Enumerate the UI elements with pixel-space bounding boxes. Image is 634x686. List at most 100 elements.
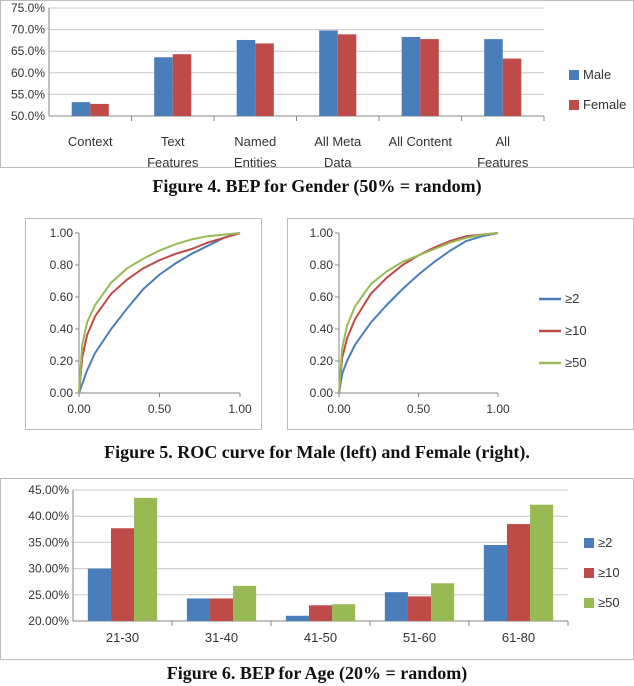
x-tick-label: Entities <box>234 155 277 167</box>
legend-swatch <box>584 568 594 578</box>
bar-female <box>90 103 109 116</box>
legend-swatch <box>584 598 594 608</box>
y-tick-label: 0.20 <box>310 354 334 368</box>
gender-bep-chart: 50.0% 55.0% 60.0% 65.0% 70.0% 75.0% Context Tex… <box>11 1 626 170</box>
gender-bep-chart-panel: 50.0% 55.0% 60.0% 65.0% 70.0% 75.0% Context Tex… <box>0 0 634 170</box>
bar-2 <box>483 545 507 621</box>
x-tick-label: Context <box>68 134 113 149</box>
legend-label: ≥2 <box>565 291 579 306</box>
legend-label: ≥50 <box>565 355 587 370</box>
bar-50 <box>233 585 257 621</box>
y-tick-label: 50.0% <box>11 109 45 123</box>
roc-line-series-1 <box>78 232 241 394</box>
x-tick-label: 31-40 <box>205 630 238 645</box>
x-tick-label: Text <box>161 134 185 149</box>
bar-male <box>401 36 421 116</box>
roc-line-series-2 <box>78 232 241 394</box>
roc-female-chart: 0.00 0.20 0.40 0.60 0.80 1.00 0.00 0.50 1.00 ≥2 ≥1… <box>310 226 587 416</box>
x-tick-label: Features <box>147 155 199 167</box>
legend-label: Male <box>583 67 611 82</box>
bar-50 <box>530 504 554 621</box>
bar-10 <box>209 598 234 621</box>
x-tick-label: Named <box>234 134 276 149</box>
y-tick-label: 45.00% <box>28 483 69 497</box>
bar-2 <box>186 598 210 621</box>
x-tick-label: 0.00 <box>327 402 351 416</box>
y-tick-label: 0.00 <box>310 386 334 400</box>
figure-5-caption: Figure 5. ROC curve for Male (left) and … <box>104 442 530 462</box>
roc-line-series-0 <box>338 232 499 394</box>
x-tick-label: 1.00 <box>486 402 510 416</box>
x-tick-label: 0.00 <box>67 402 91 416</box>
x-tick-label: Data <box>324 155 352 167</box>
bar-50 <box>134 497 158 621</box>
x-tick-label: 0.50 <box>407 402 431 416</box>
roc-female-chart-panel: 0.00 0.20 0.40 0.60 0.80 1.00 0.00 0.50 1.00 ≥2 ≥1… <box>287 218 634 430</box>
figure-6-caption: Figure 6. BEP for Age (20% = random) <box>166 663 468 683</box>
legend-label: ≥2 <box>598 535 612 550</box>
bar-male <box>236 39 256 116</box>
x-tick-label: All Content <box>388 134 452 149</box>
y-tick-label: 60.0% <box>11 66 45 80</box>
bar-female <box>420 39 439 116</box>
bar-male <box>484 39 503 116</box>
x-tick-label: All Meta <box>314 134 362 149</box>
legend-label: ≥10 <box>565 323 587 338</box>
legend-label: ≥50 <box>598 595 620 610</box>
bar-10 <box>110 528 135 621</box>
figure-4-caption: Figure 4. BEP for Gender (50% = random) <box>152 176 482 196</box>
x-tick-label: 61-80 <box>502 630 535 645</box>
roc-line-series-2 <box>338 232 499 394</box>
bar-10 <box>506 524 531 621</box>
x-tick-label: 0.50 <box>148 402 172 416</box>
y-tick-label: 0.40 <box>50 322 74 336</box>
legend-label: Female <box>583 97 626 112</box>
legend-swatch <box>584 538 594 548</box>
x-tick-label: 21-30 <box>106 630 139 645</box>
bar-female <box>172 54 192 116</box>
bar-female <box>502 58 522 116</box>
y-tick-label: 0.60 <box>50 290 74 304</box>
bar-male <box>154 57 173 116</box>
y-tick-label: 0.60 <box>310 290 334 304</box>
roc-male-chart-panel: 0.00 0.20 0.40 0.60 0.80 1.00 0.00 0.50 1.00 <box>25 218 262 430</box>
y-tick-label: 0.00 <box>50 386 74 400</box>
x-tick-label: All <box>496 134 511 149</box>
y-tick-label: 25.00% <box>28 588 69 602</box>
bar-10 <box>308 605 333 621</box>
y-tick-label: 30.00% <box>28 562 69 576</box>
bar-2 <box>87 568 111 621</box>
y-tick-label: 65.0% <box>11 44 45 58</box>
y-tick-label: 20.00% <box>28 614 69 628</box>
y-tick-label: 0.80 <box>50 258 74 272</box>
roc-line-series-0 <box>78 232 241 394</box>
bar-female <box>255 43 274 117</box>
roc-line-series-1 <box>338 232 499 394</box>
bar-male <box>71 102 91 116</box>
y-tick-label: 0.20 <box>50 354 74 368</box>
y-tick-label: 55.0% <box>11 87 45 101</box>
y-tick-label: 70.0% <box>11 23 45 37</box>
x-tick-label: Features <box>477 155 529 167</box>
legend-swatch <box>569 100 579 110</box>
bar-male <box>319 30 338 116</box>
roc-male-chart: 0.00 0.20 0.40 0.60 0.80 1.00 0.00 0.50 1.00 <box>50 226 252 416</box>
y-tick-label: 0.80 <box>310 258 334 272</box>
y-tick-label: 1.00 <box>50 226 74 240</box>
age-bep-chart-panel: 20.00% 25.00% 30.00% 35.00% 40.00% 45.00% 21-3… <box>0 478 634 660</box>
legend-label: ≥10 <box>598 565 620 580</box>
bar-female <box>337 34 357 116</box>
y-tick-label: 75.0% <box>11 1 45 15</box>
bar-2 <box>285 615 309 621</box>
age-bep-chart: 20.00% 25.00% 30.00% 35.00% 40.00% 45.00% 21-3… <box>28 483 620 645</box>
x-tick-label: 51-60 <box>403 630 436 645</box>
x-tick-label: 1.00 <box>228 402 252 416</box>
x-tick-label: 41-50 <box>304 630 337 645</box>
legend-swatch <box>569 70 579 80</box>
y-tick-label: 35.00% <box>28 535 69 549</box>
bar-10 <box>407 596 432 621</box>
bar-2 <box>384 592 408 621</box>
y-tick-label: 0.40 <box>310 322 334 336</box>
y-tick-label: 40.00% <box>28 509 69 523</box>
bar-50 <box>431 583 455 621</box>
